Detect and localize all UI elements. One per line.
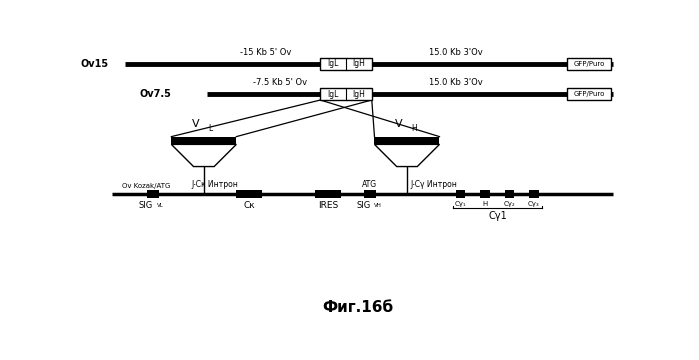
Text: Cγ₂: Cγ₂ <box>503 201 515 207</box>
FancyBboxPatch shape <box>529 190 539 198</box>
Polygon shape <box>375 144 440 167</box>
FancyBboxPatch shape <box>236 190 262 198</box>
FancyBboxPatch shape <box>147 190 159 198</box>
FancyBboxPatch shape <box>567 89 611 100</box>
Text: IgH: IgH <box>352 59 366 68</box>
Text: J-Cγ Интрон: J-Cγ Интрон <box>410 180 458 189</box>
FancyBboxPatch shape <box>480 190 490 198</box>
Text: Фиг.16б: Фиг.16б <box>323 300 394 315</box>
FancyBboxPatch shape <box>375 136 440 144</box>
Text: Cγ₃: Cγ₃ <box>528 201 540 207</box>
Text: 15.0 Kb 3'Ov: 15.0 Kb 3'Ov <box>429 48 482 57</box>
Text: L: L <box>208 124 212 133</box>
Text: V: V <box>395 119 403 129</box>
Text: GFP/Puro: GFP/Puro <box>573 91 605 97</box>
Text: IgL: IgL <box>328 90 339 99</box>
Text: Ov Kozak/ATG: Ov Kozak/ATG <box>122 183 170 189</box>
FancyBboxPatch shape <box>505 190 514 198</box>
Text: J-Cκ Интрон: J-Cκ Интрон <box>192 180 238 189</box>
Text: GFP/Puro: GFP/Puro <box>573 61 605 67</box>
FancyBboxPatch shape <box>315 190 341 198</box>
FancyBboxPatch shape <box>456 190 466 198</box>
Text: IgL: IgL <box>328 59 339 68</box>
Polygon shape <box>171 144 236 167</box>
Text: Ov7.5: Ov7.5 <box>140 90 171 99</box>
FancyBboxPatch shape <box>567 58 611 69</box>
Text: SIG: SIG <box>356 201 370 210</box>
Text: VH: VH <box>375 203 382 208</box>
Text: ATG: ATG <box>362 180 377 189</box>
Text: -7.5 Kb 5' Ov: -7.5 Kb 5' Ov <box>252 78 307 87</box>
FancyBboxPatch shape <box>171 136 236 144</box>
Text: IRES: IRES <box>318 201 338 210</box>
FancyBboxPatch shape <box>363 190 375 198</box>
Text: VL: VL <box>157 203 164 208</box>
Text: H: H <box>411 124 417 133</box>
Text: Ov15: Ov15 <box>81 59 109 69</box>
FancyBboxPatch shape <box>320 58 372 69</box>
Text: Cγ₁: Cγ₁ <box>455 201 466 207</box>
FancyBboxPatch shape <box>320 89 372 100</box>
Text: SIG: SIG <box>139 201 153 210</box>
Text: Cγ1: Cγ1 <box>489 211 507 221</box>
Text: -15 Kb 5' Ov: -15 Kb 5' Ov <box>240 48 291 57</box>
Text: V: V <box>192 119 199 129</box>
Text: Cκ: Cκ <box>243 201 255 210</box>
Text: IgH: IgH <box>352 90 366 99</box>
Text: 15.0 Kb 3'Ov: 15.0 Kb 3'Ov <box>429 78 482 87</box>
Text: H: H <box>482 201 488 207</box>
